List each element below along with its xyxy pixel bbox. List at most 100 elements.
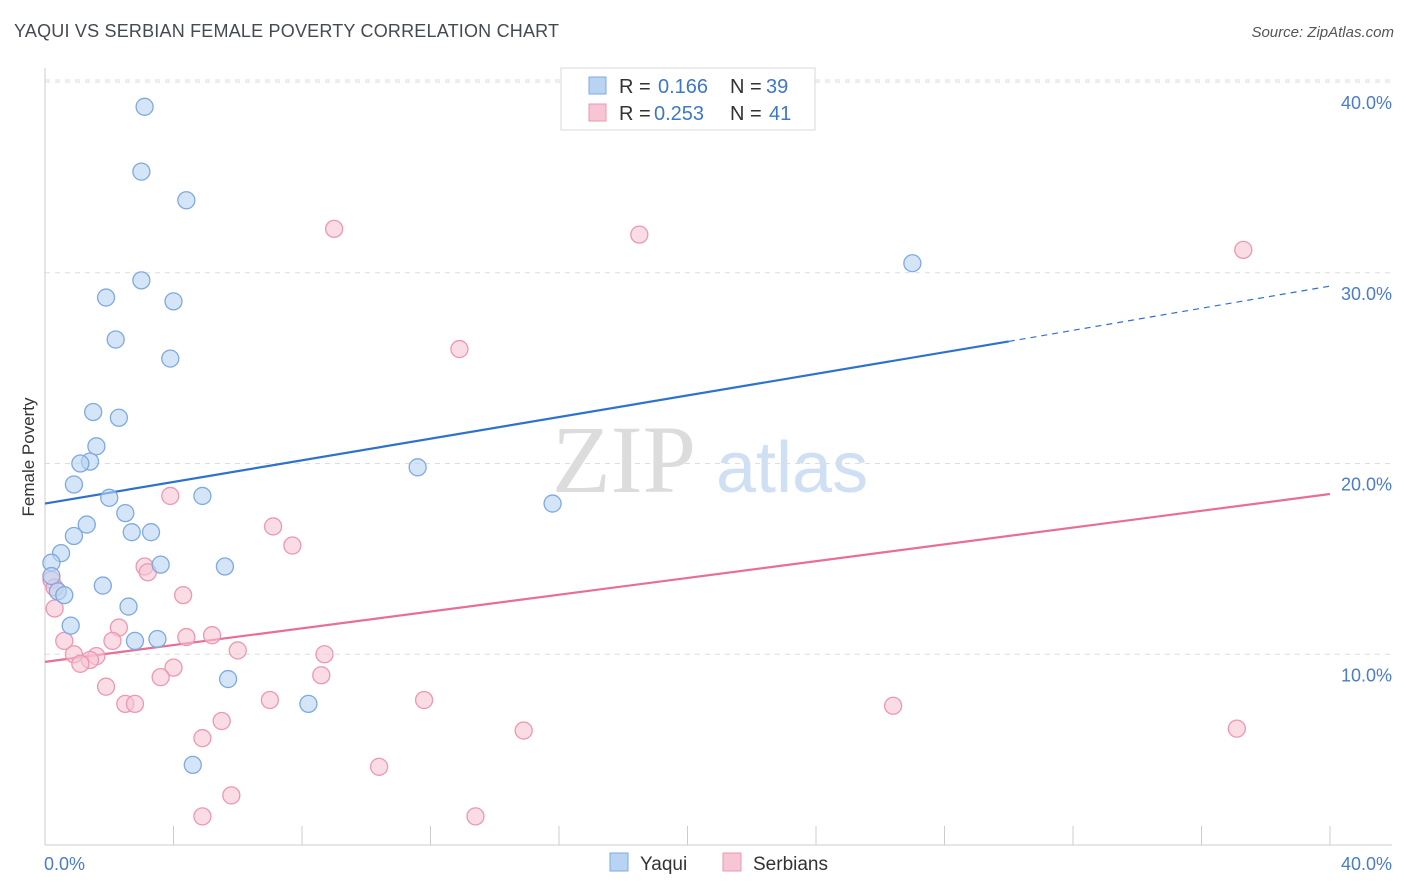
- bottom-legend: Yaqui Serbians: [609, 852, 828, 875]
- point-serbians-19: [315, 645, 334, 664]
- point-yaqui-10: [87, 437, 106, 456]
- point-yaqui-17: [543, 494, 562, 513]
- data-points: [42, 97, 1253, 826]
- bottom-legend-swatch-yaqui: [609, 852, 629, 872]
- x-tick-label-0: 0.0%: [44, 854, 85, 874]
- trend-line-yaqui-extension: [1008, 285, 1331, 343]
- point-serbians-28: [414, 690, 434, 710]
- point-yaqui-9: [109, 408, 129, 427]
- point-yaqui-26: [151, 555, 170, 574]
- point-serbians-34: [514, 721, 533, 740]
- point-yaqui-12: [71, 454, 90, 473]
- point-serbians-12: [45, 599, 64, 618]
- legend-swatch-yaqui: [588, 76, 607, 95]
- watermark-atlas: atlas: [716, 428, 868, 508]
- point-serbians-32: [125, 694, 145, 713]
- point-yaqui-32: [61, 616, 80, 635]
- point-serbians-4: [161, 486, 180, 506]
- y-tick-label-3: 40.0%: [1341, 93, 1392, 113]
- legend-n-value-serbians: 41: [769, 103, 791, 125]
- y-tick-label-2: 30.0%: [1341, 284, 1392, 304]
- point-yaqui-29: [93, 576, 112, 595]
- y-tick-label-0: 10.0%: [1341, 665, 1392, 685]
- point-serbians-36: [193, 729, 212, 748]
- point-yaqui-34: [148, 629, 167, 649]
- point-yaqui-7: [161, 349, 180, 368]
- point-yaqui-21: [122, 523, 141, 542]
- legend-r-value-yaqui: 0.166: [658, 76, 708, 98]
- point-yaqui-1: [132, 162, 151, 181]
- point-serbians-30: [883, 696, 903, 715]
- point-serbians-14: [202, 626, 222, 645]
- y-axis-title: Female Poverty: [19, 397, 38, 517]
- point-serbians-33: [212, 711, 231, 731]
- point-serbians-5: [263, 517, 283, 536]
- point-serbians-40: [466, 807, 485, 826]
- top-legend: R = 0.166 N = 39 R = 0.253 N = 41: [560, 67, 816, 131]
- point-yaqui-15: [100, 488, 119, 507]
- point-serbians-25: [151, 667, 170, 687]
- point-serbians-26: [312, 666, 331, 685]
- legend-swatch-serbians: [588, 103, 607, 122]
- point-yaqui-16: [193, 486, 212, 506]
- trend-line-serbians: [44, 492, 1331, 663]
- point-yaqui-33: [125, 631, 145, 651]
- bottom-legend-label-yaqui: Yaqui: [640, 854, 687, 875]
- x-tick-label-1: 40.0%: [1341, 854, 1392, 874]
- point-serbians-15: [177, 627, 196, 647]
- legend-n-value-yaqui: 39: [766, 76, 788, 98]
- point-serbians-35: [1227, 719, 1246, 738]
- point-yaqui-30: [55, 585, 74, 605]
- trend-line-yaqui: [44, 340, 1009, 505]
- point-yaqui-38: [183, 755, 202, 775]
- point-serbians-24: [164, 658, 183, 677]
- y-tick-label-1: 20.0%: [1341, 475, 1392, 495]
- point-serbians-23: [71, 654, 90, 673]
- point-yaqui-3: [132, 271, 151, 290]
- tick-labels: 10.0% 20.0% 30.0% 40.0% 0.0% 40.0%: [44, 93, 1392, 874]
- point-yaqui-22: [141, 523, 161, 542]
- point-serbians-27: [96, 677, 116, 696]
- chart-title: YAQUI VS SERBIAN FEMALE POVERTY CORRELAT…: [14, 21, 560, 41]
- point-yaqui-13: [408, 458, 427, 477]
- point-yaqui-37: [903, 254, 922, 273]
- point-yaqui-19: [77, 515, 96, 534]
- point-yaqui-35: [218, 669, 238, 689]
- legend-r-value-serbians: 0.253: [654, 103, 704, 125]
- point-yaqui-6: [106, 330, 125, 349]
- point-serbians-3: [450, 339, 469, 359]
- point-serbians-17: [103, 631, 122, 651]
- point-serbians-11: [173, 585, 193, 605]
- legend-r-label-serbians: R =: [619, 103, 651, 125]
- axes: [44, 68, 1392, 846]
- point-yaqui-14: [64, 475, 84, 494]
- watermark-zip: ZIP: [552, 406, 696, 513]
- point-yaqui-8: [84, 402, 103, 422]
- bottom-legend-swatch-serbians: [722, 852, 742, 872]
- point-yaqui-27: [42, 566, 61, 586]
- point-serbians-1: [630, 225, 649, 244]
- point-serbians-37: [369, 757, 389, 776]
- point-serbians-6: [283, 536, 302, 555]
- point-yaqui-36: [299, 694, 318, 713]
- point-serbians-16: [55, 631, 74, 651]
- point-serbians-2: [1234, 240, 1253, 260]
- point-yaqui-2: [177, 191, 196, 210]
- trend-lines: [44, 285, 1331, 663]
- legend-r-label-yaqui: R =: [619, 76, 651, 98]
- point-yaqui-20: [64, 526, 84, 546]
- legend-n-label-serbians: N =: [730, 103, 762, 125]
- legend-n-label-yaqui: N =: [730, 76, 762, 98]
- point-yaqui-5: [164, 292, 183, 311]
- point-serbians-0: [324, 219, 344, 239]
- point-yaqui-25: [215, 557, 235, 576]
- point-serbians-29: [260, 690, 280, 710]
- point-yaqui-4: [96, 288, 116, 307]
- point-yaqui-31: [119, 597, 138, 616]
- point-serbians-38: [222, 786, 241, 805]
- point-serbians-39: [193, 807, 212, 826]
- gridlines: [45, 79, 1392, 655]
- bottom-legend-label-serbians: Serbians: [753, 854, 828, 875]
- point-serbians-18: [228, 641, 247, 660]
- point-yaqui-0: [135, 97, 154, 116]
